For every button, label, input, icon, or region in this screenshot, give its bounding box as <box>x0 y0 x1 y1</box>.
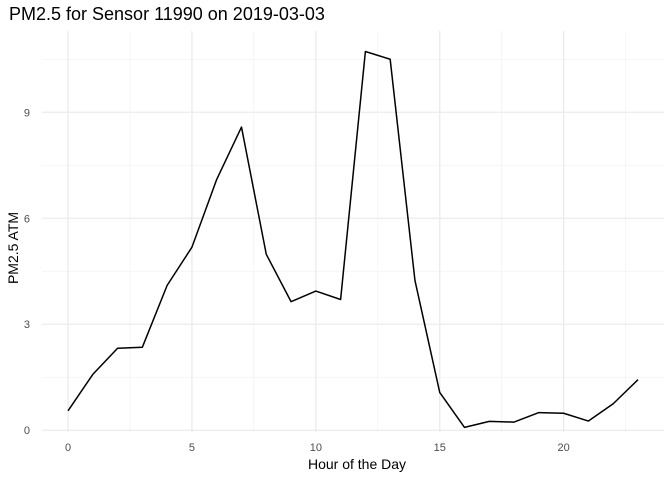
x-tick-label: 15 <box>434 442 446 454</box>
y-tick-label: 3 <box>24 319 30 331</box>
x-axis-label: Hour of the Day <box>308 456 406 472</box>
chart-title: PM2.5 for Sensor 11990 on 2019-03-03 <box>9 4 325 24</box>
series-line <box>67 50 639 429</box>
x-tick-label: 5 <box>189 442 195 454</box>
y-axis-label: PM2.5 ATM <box>5 212 21 284</box>
y-tick-label: 0 <box>24 425 30 437</box>
tick-labels: 0 5 10 15 20 0 3 6 9 <box>24 107 570 454</box>
x-tick-label: 0 <box>65 442 71 454</box>
series-layer <box>67 50 639 429</box>
x-tick-label: 20 <box>558 442 570 454</box>
grid-lines <box>42 31 664 432</box>
y-tick-label: 6 <box>24 213 30 225</box>
x-tick-label: 10 <box>310 442 322 454</box>
y-tick-label: 9 <box>24 107 30 119</box>
